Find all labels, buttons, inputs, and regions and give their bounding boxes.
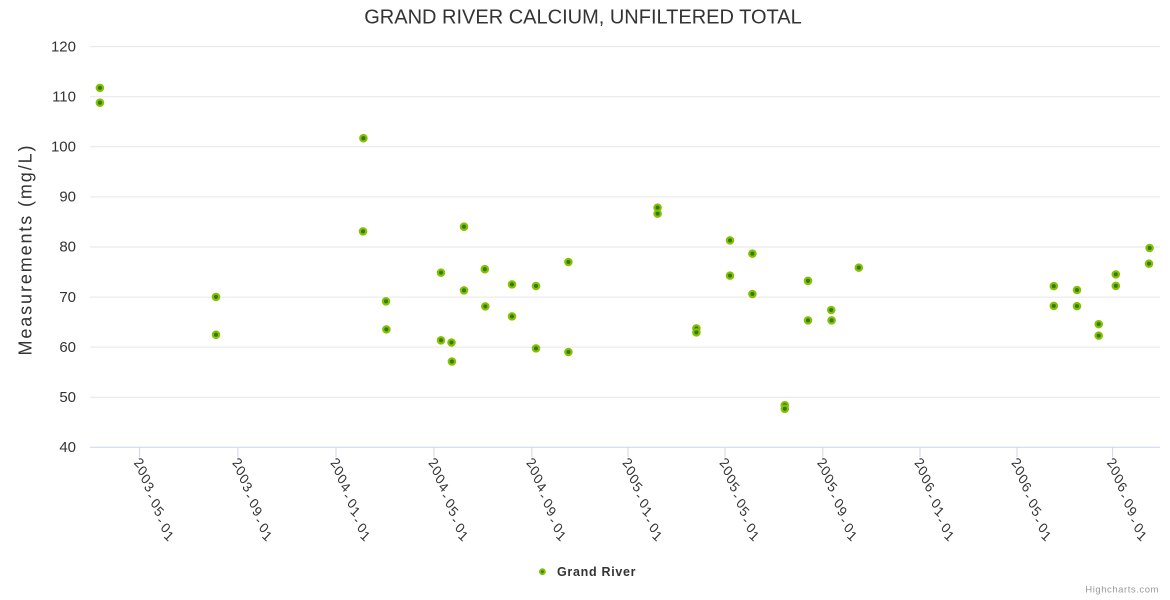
svg-text:40: 40 — [59, 439, 76, 456]
svg-text:70: 70 — [59, 289, 76, 306]
svg-text:110: 110 — [52, 88, 76, 105]
svg-text:100: 100 — [51, 139, 76, 156]
svg-text:90: 90 — [59, 189, 76, 206]
svg-text:Measurements (mg/L): Measurements (mg/L) — [16, 146, 36, 356]
svg-text:80: 80 — [59, 239, 76, 256]
svg-text:Highcharts.com: Highcharts.com — [1085, 585, 1159, 596]
svg-text:50: 50 — [59, 389, 76, 406]
svg-text:Grand River: Grand River — [557, 565, 636, 579]
svg-text:GRAND RIVER CALCIUM, UNFILTERE: GRAND RIVER CALCIUM, UNFILTERED TOTAL — [364, 7, 801, 29]
svg-text:60: 60 — [59, 339, 76, 356]
svg-text:120: 120 — [51, 38, 76, 55]
